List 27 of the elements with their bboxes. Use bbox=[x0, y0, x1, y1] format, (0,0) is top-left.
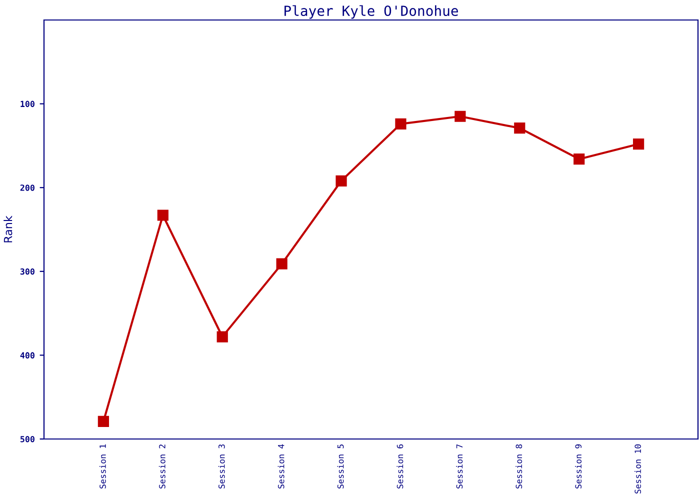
point bbox=[216, 331, 228, 342]
x-tick-label: Session 2 bbox=[158, 444, 166, 488]
y-tick-label: 400 bbox=[20, 352, 34, 358]
y-tick-label: 200 bbox=[20, 184, 34, 191]
point bbox=[157, 210, 168, 221]
x-tick-label: Session 6 bbox=[396, 444, 404, 488]
x-tick-label: Session 7 bbox=[456, 444, 463, 488]
x-tick-label: Session 1 bbox=[99, 444, 106, 488]
point bbox=[336, 175, 347, 186]
point bbox=[514, 122, 526, 134]
y-tick-label: 500 bbox=[20, 436, 34, 442]
x-tick-label: Session 10 bbox=[634, 444, 641, 494]
point bbox=[454, 110, 466, 122]
y-tick-label: 300 bbox=[20, 268, 34, 275]
x-tick-label: Session 9 bbox=[575, 444, 582, 488]
point bbox=[276, 258, 288, 270]
point bbox=[574, 154, 585, 165]
chart-title: Player Kyle O'Donohue bbox=[284, 5, 458, 19]
point bbox=[395, 118, 406, 130]
x-tick-label: Session 8 bbox=[516, 444, 522, 488]
x-tick-label: Session 3 bbox=[218, 444, 225, 488]
point bbox=[98, 416, 110, 427]
y-tick-label: 100 bbox=[20, 100, 34, 108]
x-tick-label: Session 4 bbox=[278, 444, 284, 488]
y-axis-title: Rank bbox=[4, 216, 12, 242]
x-tick-label: Session 5 bbox=[337, 444, 344, 488]
point bbox=[632, 138, 644, 150]
